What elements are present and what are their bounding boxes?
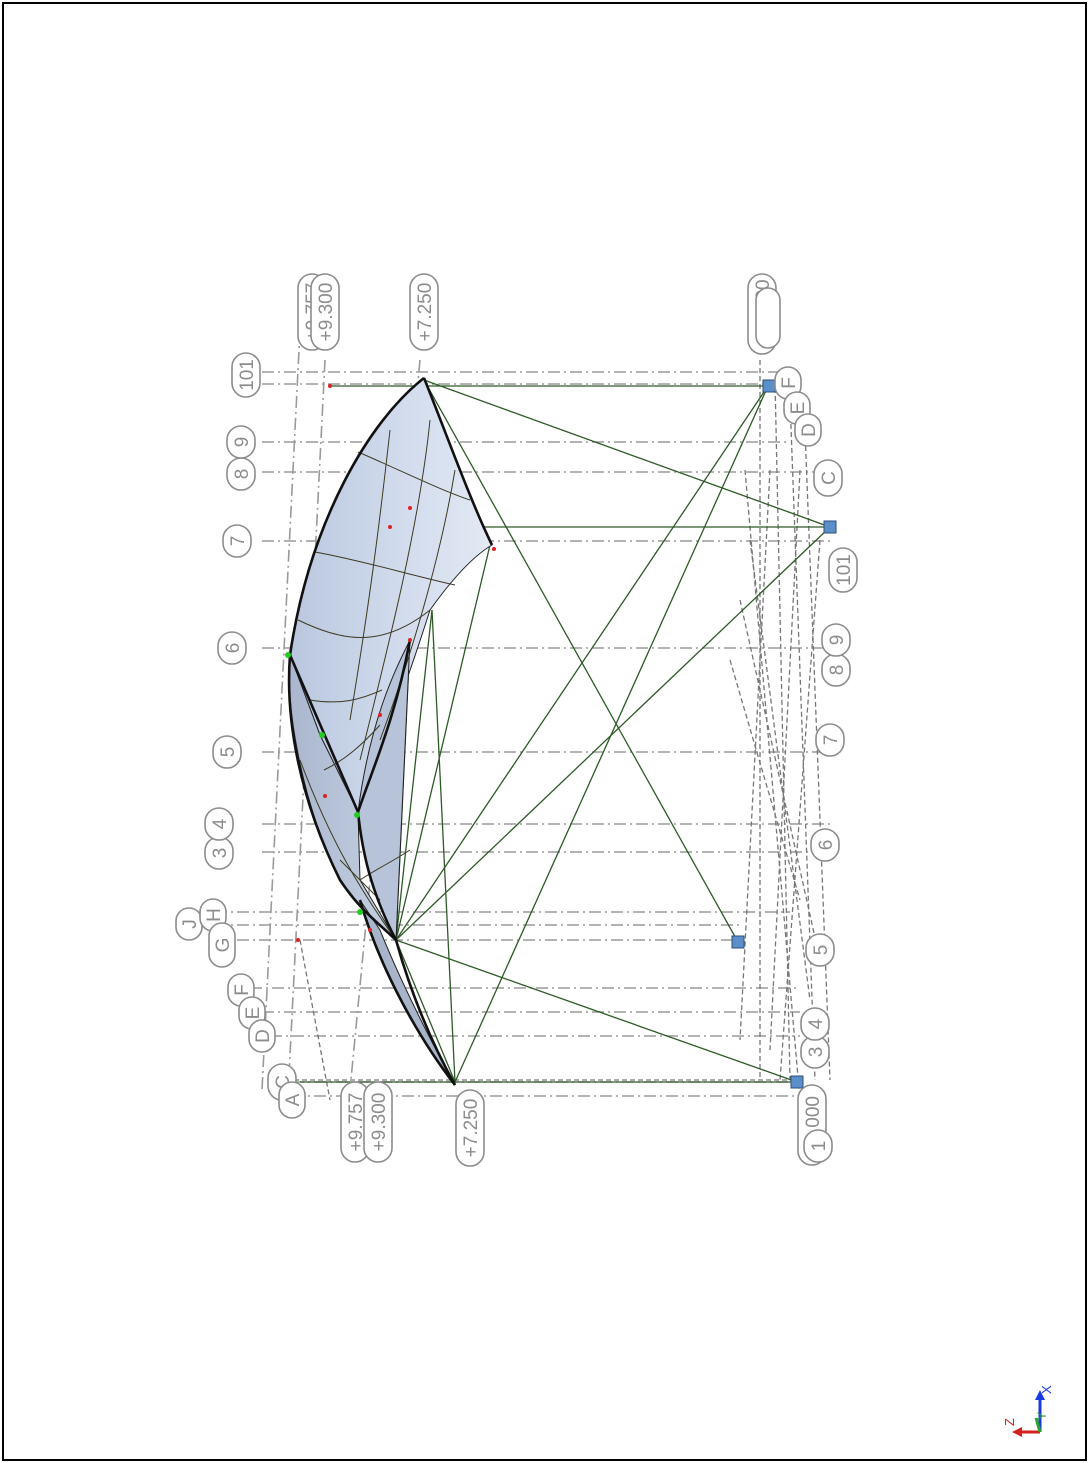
grid-bubble: 3 (210, 848, 231, 859)
grid-bubble: D (253, 1029, 274, 1043)
grid-bubble: 6 (223, 643, 244, 654)
support-node[interactable] (762, 379, 776, 393)
z-axis-label: Z (1002, 1418, 1017, 1426)
x-axis-label: X (1039, 1385, 1054, 1394)
grid-bubble: H (204, 908, 225, 922)
grid-bubble: G (213, 938, 234, 953)
support-node[interactable] (731, 935, 745, 949)
support-node[interactable] (823, 520, 837, 534)
grid-bubble: 6 (816, 840, 837, 851)
elevation-label: +9.300 (316, 283, 337, 342)
grid-bubble: 1 (809, 1141, 830, 1152)
y-axis-label: Y (1035, 1412, 1049, 1420)
elevation-label: +7.250 (461, 1099, 482, 1158)
grid-labels: +9.757 +9.300 +7.250 +10.000 101 8 9 (175, 273, 858, 1167)
grid-bubble: E (243, 1007, 264, 1020)
roof-shell (287, 376, 494, 1086)
grid-bubble: 9 (827, 635, 848, 646)
grid-bubble: 3 (806, 1047, 827, 1058)
grid-bubble: F (232, 984, 253, 996)
grid-bubble: 7 (821, 735, 842, 746)
grid-bubble: C (819, 471, 840, 485)
axis-triad[interactable]: X Y Z (1002, 1385, 1054, 1437)
supports (731, 379, 837, 1089)
grid-bubble: F (779, 377, 800, 389)
grid-bubble: E (788, 402, 809, 415)
elevation-label: +9.757 (346, 1093, 367, 1152)
grid-bubble: 7 (228, 536, 249, 547)
grid-bubble: 8 (827, 665, 848, 676)
support-node[interactable] (790, 1075, 804, 1089)
grid-bubble: 9 (232, 437, 253, 448)
elevation-label: +7.250 (415, 283, 436, 342)
grid-bubble: J (180, 919, 201, 929)
grid-bubble: 101 (237, 359, 258, 391)
grid-bubble: 4 (806, 1018, 827, 1029)
grid-bubble: D (799, 423, 820, 437)
grid-bubble: A (283, 1093, 304, 1106)
y-axis-arrow (1034, 1417, 1042, 1433)
grid-bubble: 101 (834, 554, 855, 586)
model-nodes (285, 384, 496, 942)
grid-bubble: 5 (218, 747, 239, 758)
grid-bubble: 8 (232, 469, 253, 480)
elevation-label: +9.300 (369, 1093, 390, 1152)
grid-bubble: 4 (210, 818, 231, 829)
grid-bubble: 5 (811, 945, 832, 956)
